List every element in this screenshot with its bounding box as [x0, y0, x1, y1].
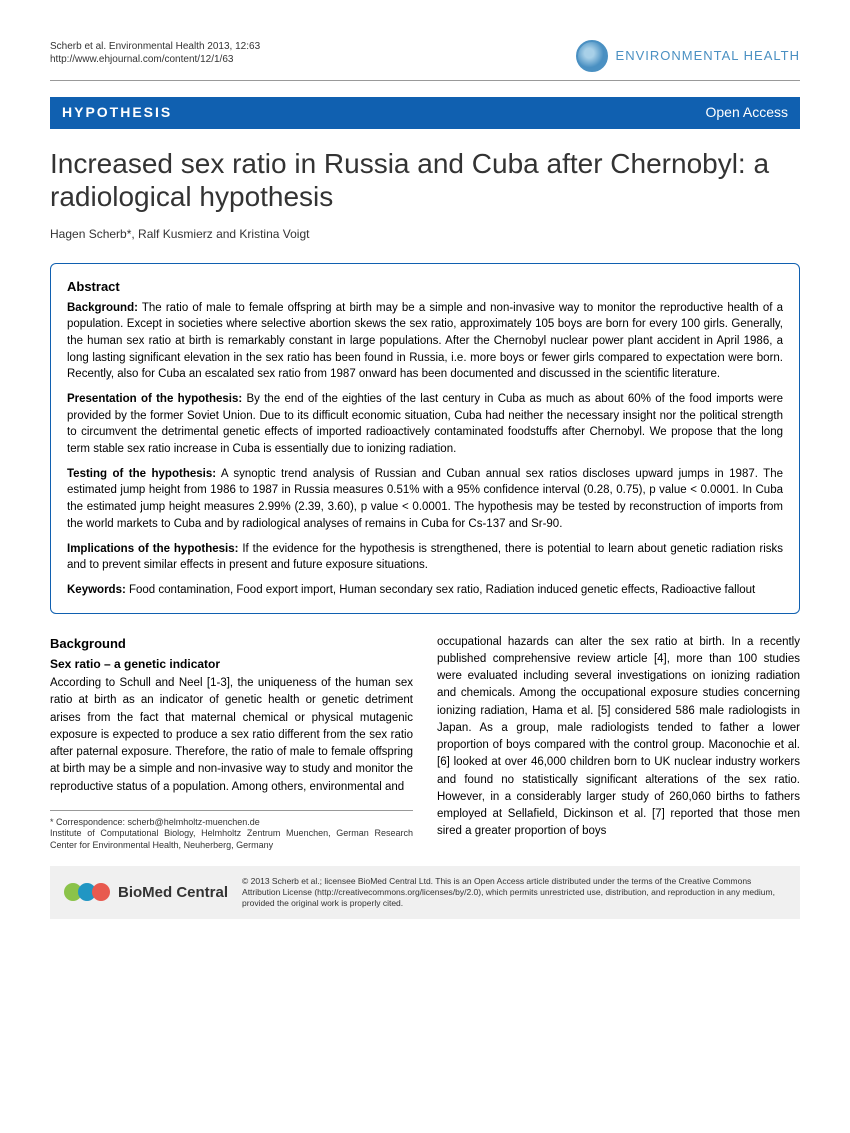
citation-block: Scherb et al. Environmental Health 2013,… — [50, 40, 260, 66]
publisher-name: BioMed Central — [118, 882, 228, 903]
abstract-testing: Testing of the hypothesis: A synoptic tr… — [67, 466, 783, 533]
logo-dot-icon — [92, 883, 110, 901]
header-top: Scherb et al. Environmental Health 2013,… — [50, 40, 800, 81]
abstract-box: Abstract Background: The ratio of male t… — [50, 263, 800, 614]
column-right: occupational hazards can alter the sex r… — [437, 634, 800, 852]
testing-label: Testing of the hypothesis: — [67, 468, 216, 480]
publisher-logo: BioMed Central — [64, 882, 228, 903]
background-text: The ratio of male to female offspring at… — [67, 302, 783, 381]
citation-url: http://www.ehjournal.com/content/12/1/63 — [50, 53, 260, 66]
journal-brand: ENVIRONMENTAL HEALTH — [576, 40, 800, 72]
subsection-heading: Sex ratio – a genetic indicator — [50, 655, 413, 673]
implications-label: Implications of the hypothesis: — [67, 543, 238, 555]
article-type: HYPOTHESIS — [62, 103, 172, 123]
presentation-label: Presentation of the hypothesis: — [67, 393, 242, 405]
correspondence-block: * Correspondence: scherb@helmholtz-muenc… — [50, 810, 413, 852]
license-text: © 2013 Scherb et al.; licensee BioMed Ce… — [242, 876, 786, 909]
authors: Hagen Scherb*, Ralf Kusmierz and Kristin… — [50, 226, 800, 243]
body-columns: Background Sex ratio – a genetic indicat… — [50, 634, 800, 852]
body-text-right: occupational hazards can alter the sex r… — [437, 634, 800, 841]
background-label: Background: — [67, 302, 138, 314]
correspondence-email: * Correspondence: scherb@helmholtz-muenc… — [50, 817, 413, 829]
footer-bar: BioMed Central © 2013 Scherb et al.; lic… — [50, 866, 800, 919]
journal-name: ENVIRONMENTAL HEALTH — [616, 47, 800, 65]
body-text-left: According to Schull and Neel [1-3], the … — [50, 675, 413, 796]
correspondence-affiliation: Institute of Computational Biology, Helm… — [50, 828, 413, 851]
section-heading: Background — [50, 634, 413, 654]
keywords-text: Food contamination, Food export import, … — [126, 584, 755, 596]
article-type-banner: HYPOTHESIS Open Access — [50, 97, 800, 129]
abstract-presentation: Presentation of the hypothesis: By the e… — [67, 391, 783, 458]
abstract-heading: Abstract — [67, 278, 783, 296]
journal-logo-icon — [576, 40, 608, 72]
column-left: Background Sex ratio – a genetic indicat… — [50, 634, 413, 852]
abstract-background: Background: The ratio of male to female … — [67, 300, 783, 383]
abstract-implications: Implications of the hypothesis: If the e… — [67, 541, 783, 574]
open-access-label: Open Access — [706, 103, 789, 123]
keywords-label: Keywords: — [67, 584, 126, 596]
abstract-keywords: Keywords: Food contamination, Food expor… — [67, 582, 783, 599]
citation-line: Scherb et al. Environmental Health 2013,… — [50, 40, 260, 53]
article-title: Increased sex ratio in Russia and Cuba a… — [50, 147, 800, 214]
